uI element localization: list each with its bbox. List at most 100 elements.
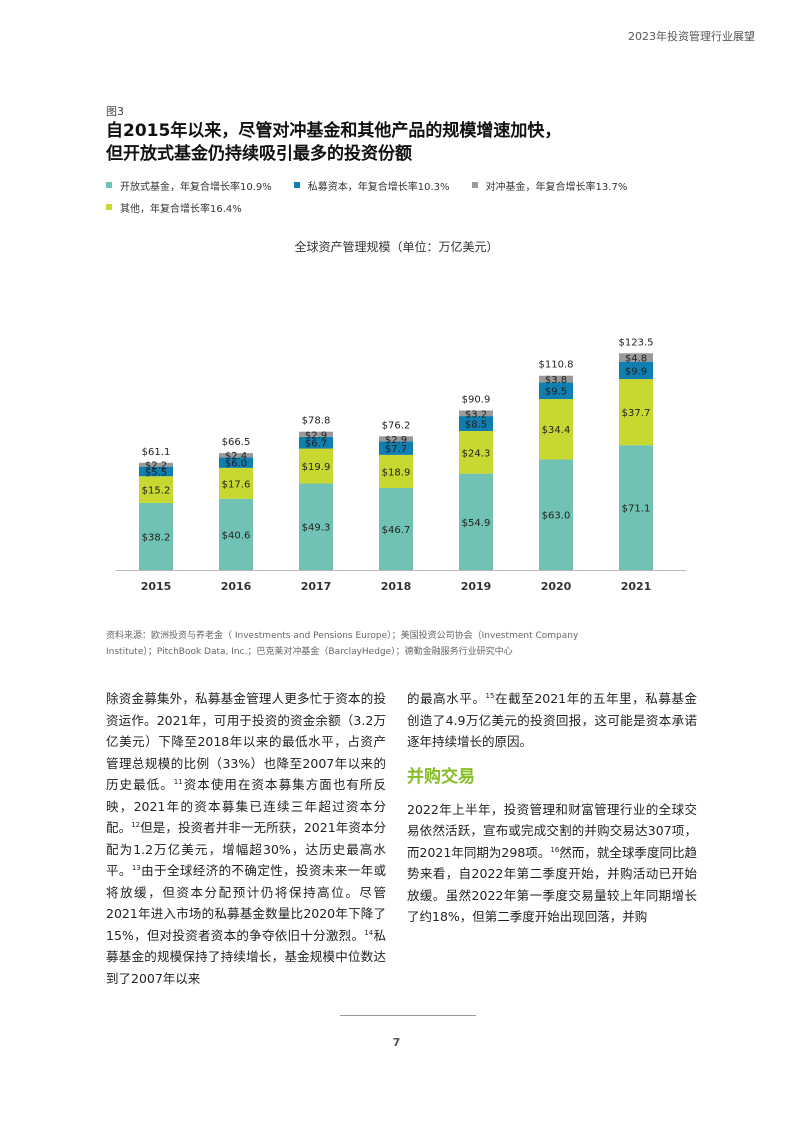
bar-segment: [459, 431, 493, 474]
x-tick-label: 2017: [301, 580, 332, 593]
legend-swatch: [471, 182, 478, 188]
legend-item-open-ended-funds: 开放式基金，年复合增长率10.9%: [106, 178, 272, 193]
bar-segment: [539, 375, 573, 383]
document-header: 2023年投资管理行业展望: [628, 30, 755, 43]
body-column-right: 的最高水平。15在截至2021年的五年里，私募基金创造了4.9万亿美元的投资回报…: [407, 688, 697, 928]
x-tick-label: 2018: [381, 580, 412, 593]
x-tick-label: 2015: [141, 580, 172, 593]
data-label: $6.0: [225, 459, 247, 470]
body-text: 在截至2021年的五年里，私募基金创造了4.9万亿美元的投资回报，这可能是资本承…: [407, 691, 697, 749]
x-tick-label: 2016: [221, 580, 252, 593]
footnote-ref: 15: [485, 691, 495, 700]
bar-segment: [539, 399, 573, 460]
body-text: 但是，投资者并非一无所获，2021年资本分配为1.2万亿美元，增幅超30%，达历…: [106, 820, 386, 878]
bar-segment: [139, 462, 173, 467]
total-label: $78.8: [302, 416, 331, 427]
footnote-ref: 11: [173, 777, 183, 786]
body-text: 私募基金的规模保持了持续增长，基金规模中位数达到了2007年以来: [106, 927, 386, 986]
data-label: $5.5: [145, 467, 167, 478]
bar-segment: [459, 416, 493, 432]
body-column-left: 除资金募集外，私募基金管理人更多忙于资本的投资运作。2021年，可用于投资的资金…: [106, 688, 386, 989]
data-label: $8.5: [465, 420, 487, 431]
data-label: $40.6: [222, 530, 251, 541]
bar-segment: [619, 379, 653, 446]
bar-segment: [379, 454, 413, 489]
bar-segment: [459, 410, 493, 417]
source-note: 资料来源：欧洲投资与养老金（ Investments and Pensions …: [106, 628, 666, 660]
bar-segment: [379, 441, 413, 455]
figure-title-line1: 自2015年以来，尽管对冲基金和其他产品的规模增速加快，: [106, 121, 562, 141]
data-label: $2.2: [145, 461, 167, 472]
data-label: $2.9: [385, 435, 407, 446]
bar-segment: [219, 467, 253, 499]
body-paragraph: 的最高水平。15在截至2021年的五年里，私募基金创造了4.9万亿美元的投资回报…: [407, 688, 697, 753]
data-label: $17.6: [222, 479, 251, 490]
data-label: $4.8: [625, 353, 647, 364]
figure-title: 自2015年以来，尽管对冲基金和其他产品的规模增速加快， 但开放式基金仍持续吸引…: [106, 120, 706, 166]
legend-item-hedge-funds: 对冲基金，年复合增长率13.7%: [471, 178, 628, 193]
legend-item-private-capital: 私募资本，年复合增长率10.3%: [293, 178, 450, 193]
bar-segment: [299, 483, 333, 570]
bar-segment: [299, 436, 333, 449]
body-text: 除资金募集外，私募基金管理人更多忙于资本的投资运作。2021年，可用于投资的资金…: [106, 691, 386, 792]
bar-segment: [139, 476, 173, 503]
footnote-ref: 13: [131, 863, 141, 872]
data-label: $54.9: [462, 518, 491, 529]
data-label: $9.9: [625, 366, 647, 377]
legend-label: 开放式基金，年复合增长率10.9%: [120, 181, 272, 193]
bar-segment: [539, 459, 573, 570]
data-label: $37.7: [622, 408, 651, 419]
bar-segment: [619, 353, 653, 362]
bar-segment: [299, 431, 333, 437]
legend-swatch: [106, 182, 112, 188]
bar-segment: [379, 436, 413, 442]
data-label: $19.9: [302, 462, 331, 473]
x-tick-label: 2019: [461, 580, 492, 593]
total-label: $90.9: [462, 394, 491, 405]
body-text: 的最高水平。: [407, 691, 486, 706]
footnote-ref: 14: [364, 928, 374, 937]
data-label: $24.3: [462, 448, 491, 459]
legend-label: 其他，年复合增长率16.4%: [120, 203, 242, 215]
figure-title-line2: 但开放式基金仍持续吸引最多的投资份额: [106, 144, 412, 164]
figure-label: 图3: [106, 105, 124, 118]
body-text: 资本使用在资本募集方面也有所反映，2021年的资本募集已连续三年超过资本分配。: [106, 777, 386, 835]
bar-segment: [459, 473, 493, 570]
body-text: 由于全球经济的不确定性，投资未来一年或将放缓，但资本分配预计仍将保持高位。尽管2…: [106, 863, 386, 943]
data-label: $38.2: [142, 532, 171, 543]
bar-segment: [379, 488, 413, 570]
legend-swatch: [106, 204, 112, 210]
bar-segment: [139, 466, 173, 477]
bar-segment: [539, 382, 573, 400]
chart-title: 全球资产管理规模（单位：万亿美元）: [294, 240, 499, 254]
total-label: $123.5: [619, 337, 654, 348]
bar-segment: [619, 445, 653, 570]
source-line2: Institute）；PitchBook Data, Inc.；巴克莱对冲基金（…: [106, 647, 513, 657]
data-label: $3.2: [465, 409, 487, 420]
body-text: 然而，就全球季度同比趋势来看，自2022年第二季度开始，并购活动已开始放缓。虽然…: [407, 844, 697, 925]
data-label: $6.7: [305, 439, 327, 450]
x-tick-label: 2020: [541, 580, 572, 593]
body-paragraph: 2022年上半年，投资管理和财富管理行业的全球交易依然活跃，宣布或完成交割的并购…: [407, 799, 697, 928]
legend-swatch: [293, 182, 300, 188]
data-label: $46.7: [382, 525, 411, 536]
page-number: 7: [392, 1036, 401, 1049]
footer-divider: [340, 1015, 476, 1016]
footnote-ref: 12: [131, 820, 141, 829]
data-label: $2.4: [225, 451, 247, 462]
total-label: $76.2: [382, 420, 411, 431]
bar-segment: [139, 502, 173, 570]
chart-legend: 开放式基金，年复合增长率10.9% 私募资本，年复合增长率10.3% 对冲基金，…: [106, 174, 706, 218]
legend-label: 对冲基金，年复合增长率13.7%: [485, 181, 628, 193]
bar-segment: [219, 498, 253, 570]
data-label: $18.9: [382, 467, 411, 478]
legend-label: 私募资本，年复合增长率10.3%: [307, 181, 450, 193]
section-heading-mna: 并购交易: [407, 766, 475, 787]
total-label: $61.1: [142, 447, 171, 458]
total-label: $66.5: [222, 437, 251, 448]
data-label: $49.3: [302, 523, 331, 534]
data-label: $9.5: [545, 387, 567, 398]
bar-segment: [299, 448, 333, 484]
bar-segment: [619, 361, 653, 380]
data-label: $63.0: [542, 511, 571, 522]
